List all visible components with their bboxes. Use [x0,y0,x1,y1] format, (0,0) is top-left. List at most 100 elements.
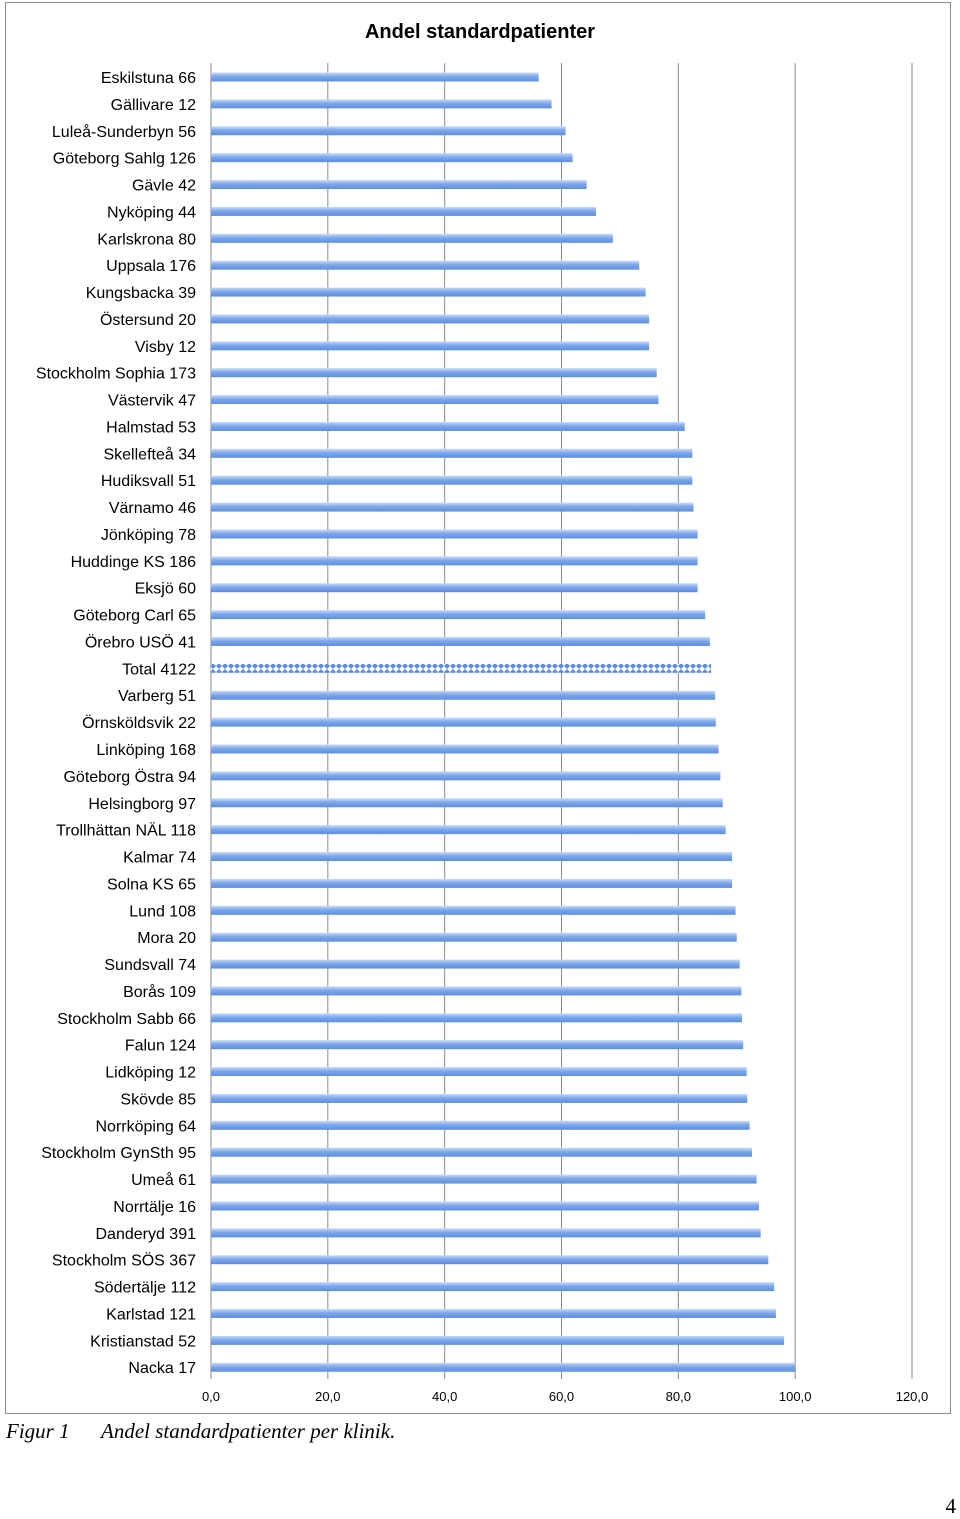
x-axis-tick-labels: 0,0 20,0 40,0 60,0 80,0 100,0 120,0 [202,1389,928,1404]
category-label: Kalmar 74 [123,850,196,867]
category-label: Borås 109 [123,983,196,1001]
bar [211,233,613,243]
bar [211,1228,761,1238]
page-number: 4 [945,1494,957,1518]
bar [211,690,716,700]
bar [211,341,650,351]
bar [211,825,726,835]
bar [211,395,659,405]
bar [211,744,719,754]
category-label: Danderyd 391 [95,1226,196,1243]
bar [211,448,693,458]
category-label: Värnamo 46 [109,500,196,517]
bar [211,475,693,485]
x-tick-label: 100,0 [779,1389,812,1404]
category-label: Gävle 42 [132,178,196,195]
bar [211,986,742,996]
x-tick-label: 40,0 [432,1389,457,1404]
bar [211,421,685,431]
category-label: Göteborg Sahlg 126 [53,151,196,168]
bar [211,1040,744,1050]
category-label: Västervik 47 [108,393,196,410]
category-labels: Eskilstuna 66 Gällivare 12 Luleå-Sunderbyn… [36,70,196,1377]
category-label: Skellefteå 34 [103,445,196,463]
x-tick-label: 0,0 [202,1389,220,1404]
category-label: Karlstad 121 [106,1306,196,1323]
category-label: Göteborg Östra 94 [63,768,196,786]
category-label: Huddinge KS 186 [71,554,197,571]
bar [211,1201,759,1211]
figure-number: Figur 1 [6,1419,70,1443]
bar [211,1255,769,1265]
bar [211,771,721,781]
category-label: Eskilstuna 66 [101,70,196,87]
category-label: Norrköping 64 [96,1118,197,1135]
category-label: Falun 124 [125,1038,196,1055]
category-label: Stockholm Sabb 66 [57,1011,196,1028]
category-label: Norrtälje 16 [113,1199,196,1216]
category-label: Visby 12 [135,339,196,356]
bar [211,1147,752,1157]
category-label: Stockholm SÖS 367 [52,1252,196,1270]
category-label: Lidköping 12 [105,1065,196,1082]
bar [211,1174,757,1184]
bar [211,314,650,324]
category-label: Trollhättan NÄL 118 [56,822,196,840]
bar [211,610,706,620]
bar [211,959,740,969]
category-label: Göteborg Carl 65 [73,608,196,625]
chart-frame: Andel standardpatienter Eskilstuna 66 Gäl… [5,2,951,1414]
category-label: Kristianstad 52 [90,1333,196,1350]
category-label: Östersund 20 [100,311,196,329]
bar-total [211,663,712,673]
bar [211,1308,776,1318]
category-label: Örebro USÖ 41 [85,633,196,651]
bar [211,180,587,190]
category-label: Varberg 51 [118,688,196,705]
category-label: Gällivare 12 [111,97,196,114]
figure-caption-text: Andel standardpatienter per klinik. [101,1419,396,1443]
bar [211,72,539,82]
bar [211,287,646,297]
figure-caption: Figur 1 Andel standardpatienter per klini… [6,1419,395,1444]
x-tick-label: 120,0 [896,1389,929,1404]
category-label: Nacka 17 [128,1360,196,1377]
category-label: Karlskrona 80 [97,231,196,248]
bar [211,556,698,566]
bar [211,1362,796,1372]
category-label: Linköping 168 [96,742,196,759]
category-label: Stockholm GynSth 95 [41,1145,196,1162]
category-label: Örnsköldsvik 22 [82,714,196,732]
category-label: Solna KS 65 [107,876,196,893]
category-label: Umeå 61 [131,1171,196,1189]
bar-chart: Andel standardpatienter Eskilstuna 66 Gäl… [36,21,928,1404]
category-label: Sundsvall 74 [104,957,196,974]
bar [211,1013,743,1023]
bars [211,72,796,1372]
bar [211,878,733,888]
category-label: Uppsala 176 [106,258,196,275]
category-label: Södertälje 112 [94,1280,196,1297]
category-label: Luleå-Sunderbyn 56 [52,123,196,141]
bar [211,368,657,378]
bar [211,717,716,727]
category-label: Helsingborg 97 [88,796,196,813]
bar [211,260,640,270]
x-tick-label: 20,0 [315,1389,340,1404]
bar [211,583,698,593]
bar [211,932,737,942]
bar [211,126,566,136]
category-label: Lund 108 [129,903,196,920]
category-label: Halmstad 53 [106,419,196,436]
bar [211,529,698,539]
category-label: Jönköping 78 [101,527,196,544]
category-label: Skövde 85 [120,1091,196,1108]
chart-title: Andel standardpatienter [365,21,595,43]
bar [211,1120,750,1130]
bar [211,636,710,646]
bar [211,905,736,915]
bar [211,153,573,163]
bar [211,206,596,216]
bar [211,1067,747,1077]
bar [211,1093,748,1103]
